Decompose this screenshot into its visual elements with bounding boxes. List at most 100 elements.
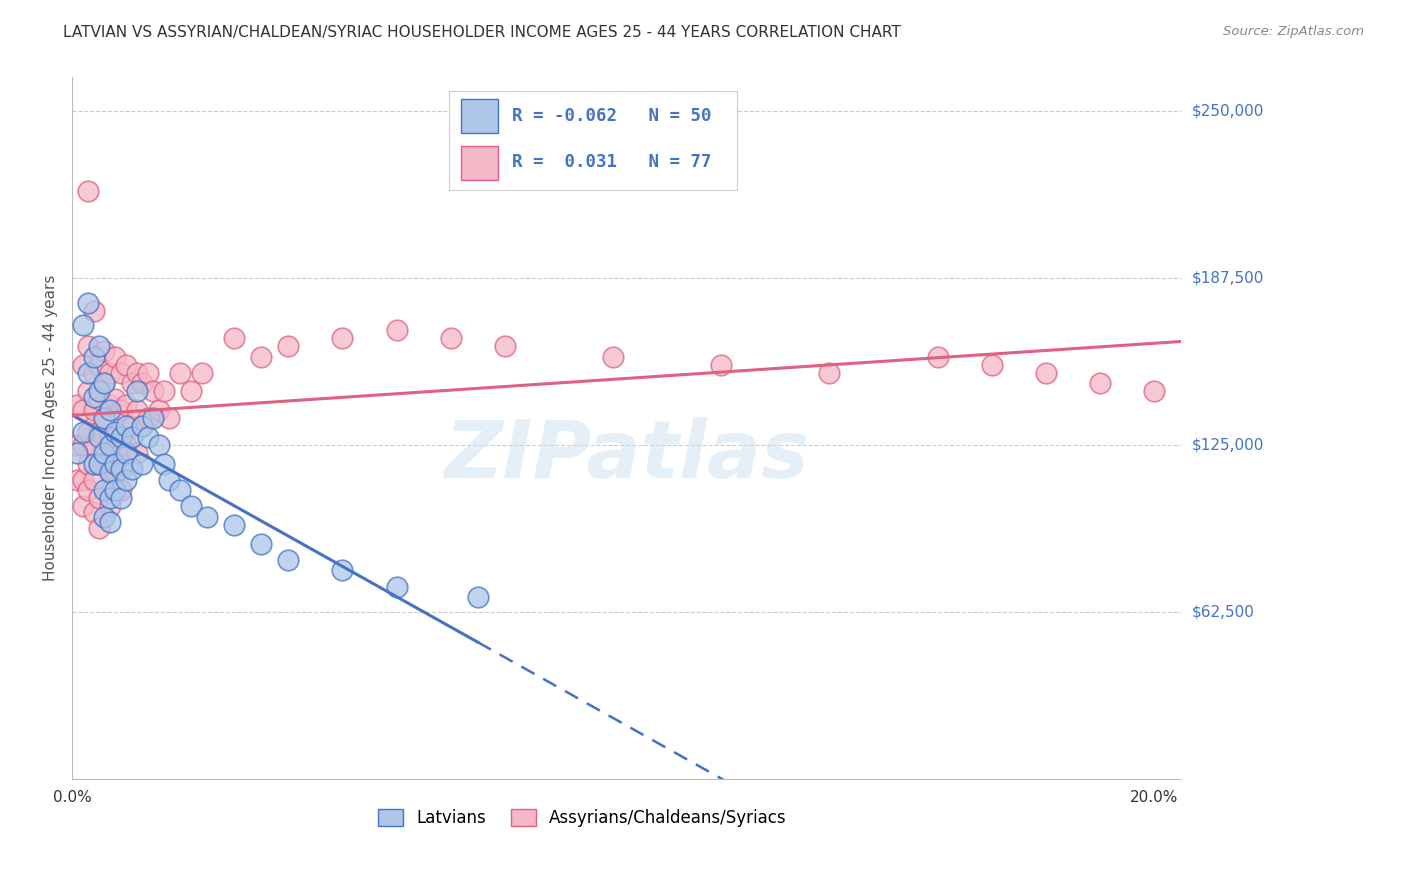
Point xyxy=(83,350,105,364)
Point xyxy=(83,403,105,417)
Point xyxy=(66,398,89,412)
Point xyxy=(72,358,94,372)
Text: LATVIAN VS ASSYRIAN/CHALDEAN/SYRIAC HOUSEHOLDER INCOME AGES 25 - 44 YEARS CORREL: LATVIAN VS ASSYRIAN/CHALDEAN/SYRIAC HOUS… xyxy=(63,25,901,40)
Point xyxy=(87,358,110,372)
Point xyxy=(927,350,949,364)
Point xyxy=(104,425,127,439)
Point xyxy=(332,564,354,578)
Point xyxy=(125,446,148,460)
Point xyxy=(98,366,121,380)
Point xyxy=(83,473,105,487)
Point xyxy=(121,419,143,434)
Point xyxy=(110,366,132,380)
Point xyxy=(169,366,191,380)
Point xyxy=(87,457,110,471)
Point xyxy=(180,384,202,399)
Point xyxy=(110,491,132,506)
Point xyxy=(87,425,110,439)
Point xyxy=(98,516,121,530)
Point xyxy=(121,430,143,444)
Point xyxy=(224,518,246,533)
Point xyxy=(602,350,624,364)
Point xyxy=(83,438,105,452)
Point xyxy=(157,473,180,487)
Point xyxy=(72,438,94,452)
Text: $250,000: $250,000 xyxy=(1192,103,1264,119)
Point xyxy=(115,438,138,452)
Point xyxy=(195,510,218,524)
Point xyxy=(115,446,138,460)
Point xyxy=(87,430,110,444)
Point xyxy=(98,465,121,479)
Point xyxy=(385,580,408,594)
Point xyxy=(77,457,100,471)
Point xyxy=(104,392,127,407)
Point xyxy=(83,505,105,519)
Point xyxy=(98,403,121,417)
Point xyxy=(93,344,115,359)
Text: Source: ZipAtlas.com: Source: ZipAtlas.com xyxy=(1223,25,1364,38)
Point xyxy=(87,521,110,535)
Point xyxy=(710,358,733,372)
Point xyxy=(72,473,94,487)
Point xyxy=(104,465,127,479)
Point xyxy=(125,384,148,399)
Point xyxy=(72,500,94,514)
Point xyxy=(110,462,132,476)
Point xyxy=(93,411,115,425)
Point xyxy=(110,403,132,417)
Legend: Latvians, Assyrians/Chaldeans/Syriacs: Latvians, Assyrians/Chaldeans/Syriacs xyxy=(371,802,793,834)
Point xyxy=(494,339,516,353)
Point xyxy=(115,398,138,412)
Point xyxy=(93,446,115,460)
Point xyxy=(153,384,176,399)
Point xyxy=(980,358,1002,372)
Point xyxy=(98,491,121,506)
Point xyxy=(93,376,115,391)
Point xyxy=(385,323,408,337)
Point xyxy=(66,446,89,460)
Point xyxy=(87,384,110,399)
Point xyxy=(136,366,159,380)
Point xyxy=(467,591,489,605)
Text: ZIPatlas: ZIPatlas xyxy=(444,417,808,495)
Point xyxy=(131,419,153,434)
Point xyxy=(110,446,132,460)
Point xyxy=(110,483,132,498)
Point xyxy=(1035,366,1057,380)
Point xyxy=(136,411,159,425)
Point xyxy=(104,350,127,364)
Point xyxy=(98,398,121,412)
Point xyxy=(98,430,121,444)
Point xyxy=(169,483,191,498)
Point xyxy=(93,483,115,498)
Point xyxy=(83,304,105,318)
Point xyxy=(104,483,127,498)
Point xyxy=(148,403,170,417)
Point xyxy=(818,366,841,380)
Point xyxy=(72,403,94,417)
Point xyxy=(115,419,138,434)
Point xyxy=(157,411,180,425)
Point xyxy=(83,390,105,404)
Point xyxy=(83,366,105,380)
Point xyxy=(191,366,214,380)
Point xyxy=(66,473,89,487)
Point xyxy=(77,366,100,380)
Point xyxy=(93,451,115,466)
Point xyxy=(87,491,110,506)
Point xyxy=(83,457,105,471)
Point xyxy=(93,411,115,425)
Point xyxy=(131,376,153,391)
Point xyxy=(250,537,273,551)
Point xyxy=(98,438,121,452)
Point xyxy=(98,500,121,514)
Point xyxy=(125,366,148,380)
Point xyxy=(115,473,138,487)
Point xyxy=(66,438,89,452)
Point xyxy=(121,376,143,391)
Point xyxy=(93,510,115,524)
Point xyxy=(125,403,148,417)
Point xyxy=(77,339,100,353)
Point xyxy=(110,430,132,444)
